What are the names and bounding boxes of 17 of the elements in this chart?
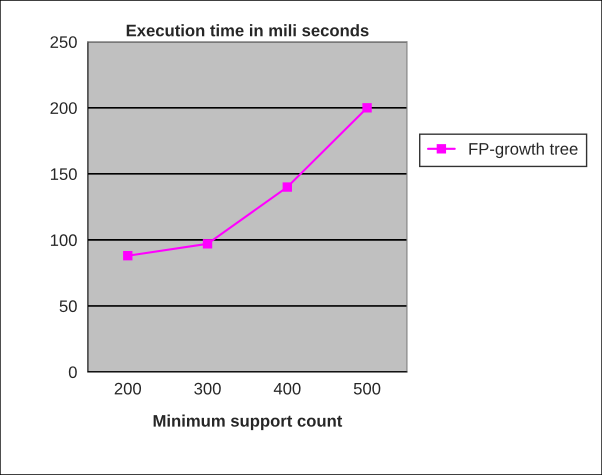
- point: [123, 251, 132, 260]
- y-tick-label: 150: [50, 168, 77, 180]
- point: [362, 103, 372, 113]
- chart-title: Execution time in mili seconds: [126, 24, 369, 36]
- point: [202, 239, 212, 249]
- x-tick-label: 400: [274, 382, 301, 395]
- x-tick-label: 200: [114, 382, 142, 395]
- x-axis-title: Minimum support count: [154, 414, 342, 430]
- point: [282, 182, 292, 192]
- y-tick-label: 50: [60, 300, 77, 312]
- y-tick-label: 100: [50, 234, 77, 246]
- y-tick-label: 0: [68, 366, 77, 378]
- y-tick-label: 200: [50, 102, 77, 114]
- x-tick-label: 500: [354, 382, 380, 395]
- legend-label: FP-growth tree: [469, 142, 578, 158]
- y-tick-label: 250: [50, 36, 77, 48]
- x-tick-label: 300: [194, 382, 221, 395]
